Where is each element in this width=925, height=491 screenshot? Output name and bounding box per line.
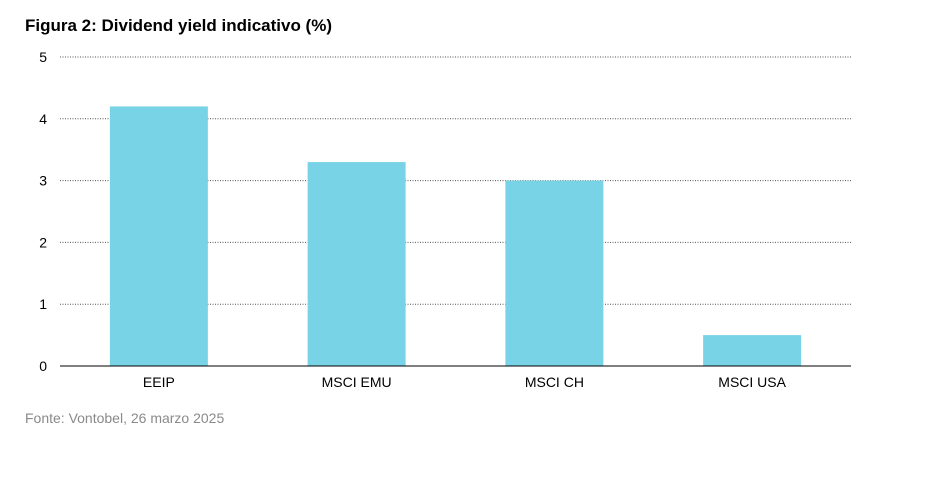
x-tick-labels: EEIP MSCI EMU MSCI CH MSCI USA: [143, 374, 787, 390]
y-tick-labels: 0 1 2 3 4 5: [39, 49, 47, 374]
y-tick-label: 5: [39, 49, 47, 65]
x-tick-label: MSCI EMU: [322, 374, 392, 390]
x-tick-label: MSCI CH: [525, 374, 584, 390]
y-tick-label: 0: [39, 358, 47, 374]
y-tick-label: 3: [39, 173, 47, 189]
bar: [307, 162, 406, 366]
bar: [505, 180, 604, 366]
gridlines: [60, 56, 851, 305]
y-tick-label: 1: [39, 296, 47, 312]
x-tick-label: EEIP: [143, 374, 175, 390]
y-tick-label: 2: [39, 234, 47, 250]
bar: [703, 335, 802, 366]
x-tick-label: MSCI USA: [718, 374, 786, 390]
y-tick-label: 4: [39, 111, 47, 127]
chart-title: Figura 2: Dividend yield indicativo (%): [25, 16, 332, 35]
bars: [109, 106, 802, 366]
bar: [109, 106, 208, 366]
source-note: Fonte: Vontobel, 26 marzo 2025: [25, 410, 225, 426]
